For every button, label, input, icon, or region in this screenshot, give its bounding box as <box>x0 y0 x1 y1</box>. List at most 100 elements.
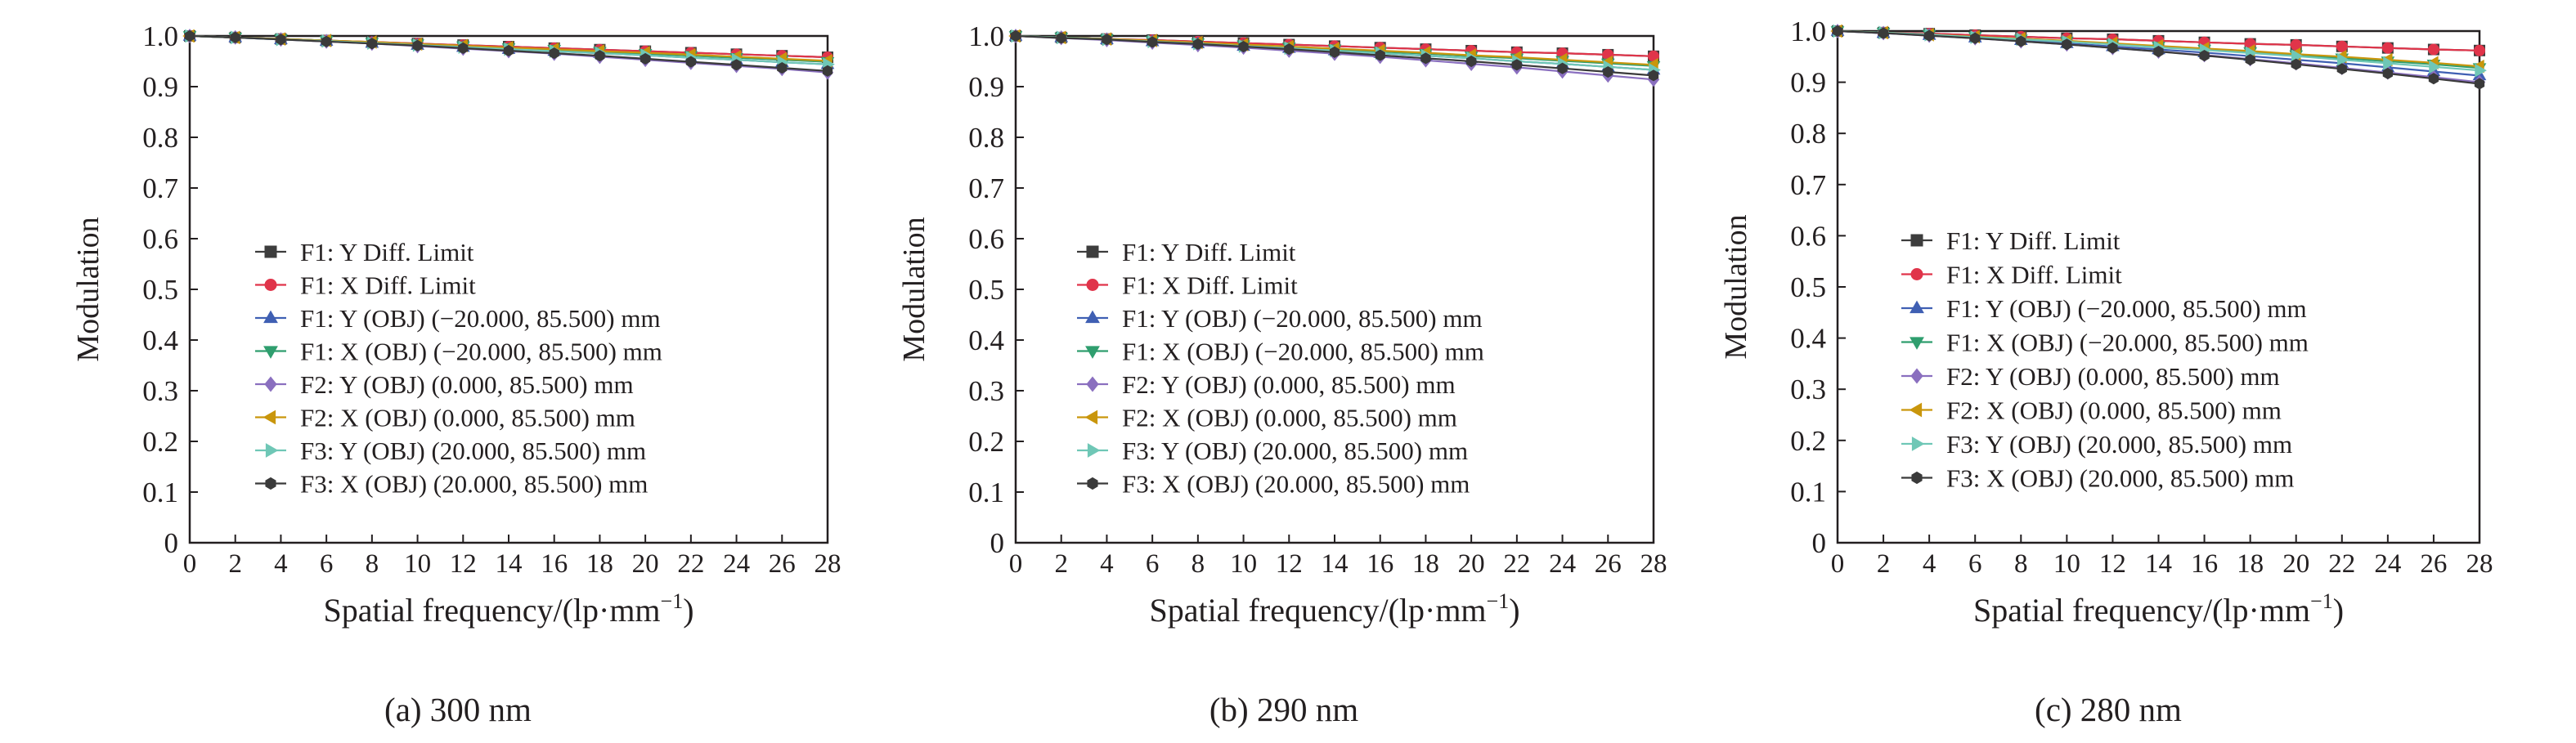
y-tick-label: 0.5 <box>1790 271 1826 303</box>
legend-marker <box>1086 245 1099 258</box>
legend-marker <box>263 410 276 425</box>
x-tick-label: 28 <box>2466 549 2493 579</box>
x-tick-label: 4 <box>274 549 288 579</box>
legend-marker <box>1911 471 1923 485</box>
x-tick-label: 22 <box>1503 549 1530 579</box>
data-point <box>1603 65 1613 78</box>
data-point <box>1329 46 1340 58</box>
legend-marker <box>263 346 278 359</box>
y-tick-label: 0.3 <box>1790 374 1826 405</box>
y-tick-label: 0.4 <box>142 325 178 356</box>
data-point <box>1056 32 1066 44</box>
legend-marker <box>1087 477 1098 490</box>
data-point <box>1102 34 1112 46</box>
legend-marker <box>1910 268 1923 280</box>
legend-label: F1: X (OBJ) (−20.000, 85.500) mm <box>1122 338 1484 366</box>
x-tick-label: 26 <box>769 549 796 579</box>
x-tick-label: 12 <box>450 549 477 579</box>
data-point <box>822 65 833 77</box>
legend-label: F1: X Diff. Limit <box>1122 271 1298 300</box>
x-axis-label-close: ) <box>2333 592 2344 629</box>
legend-label: F1: X (OBJ) (−20.000, 85.500) mm <box>300 338 662 366</box>
legend-label: F1: Y Diff. Limit <box>1122 238 1296 266</box>
x-tick-label: 24 <box>723 549 750 579</box>
y-tick-label: 0.9 <box>142 71 178 103</box>
x-tick-label: 24 <box>1549 549 1576 579</box>
legend-marker <box>1909 402 1923 418</box>
x-tick-label: 8 <box>366 549 379 579</box>
y-tick-label: 0 <box>1812 527 1827 559</box>
y-tick-label: 0.8 <box>968 122 1004 154</box>
x-tick-label: 0 <box>1831 549 1845 579</box>
data-point <box>1466 55 1477 68</box>
chart-panel-1: 0 2 4 6 8 10 12 14 16 18 20 22 24 26 2800.10.20.30.40.… <box>71 20 841 728</box>
x-tick-label: 12 <box>1276 549 1303 579</box>
x-axis-label: Spatial frequency/(lp·mm−1) <box>1149 589 1519 629</box>
x-tick-label: 0 <box>1009 549 1023 579</box>
y-tick-label: 0 <box>164 527 179 559</box>
plot-frame <box>1014 34 1655 544</box>
x-tick-label: 20 <box>1458 549 1485 579</box>
data-point <box>2336 40 2348 52</box>
y-tick-label: 0.9 <box>968 71 1004 103</box>
x-axis-label-text: Spatial frequency/(lp·mm <box>323 592 660 629</box>
legend-marker <box>1087 443 1101 458</box>
x-axis-label-text: Spatial frequency/(lp·mm <box>1149 592 1486 629</box>
data-point <box>1511 59 1522 71</box>
y-axis-label: Modulation <box>1719 214 1753 359</box>
data-point <box>230 31 240 43</box>
y-tick-label: 0.1 <box>968 477 1004 508</box>
legend-label: F2: Y (OBJ) (0.000, 85.500) mm <box>1122 370 1456 399</box>
data-point <box>2199 49 2210 62</box>
x-tick-label: 20 <box>632 549 659 579</box>
data-point <box>2381 42 2394 54</box>
x-tick-label: 14 <box>496 549 523 579</box>
x-axis-label-exponent: −1 <box>1487 589 1510 613</box>
panel-caption: (b) 290 nm <box>1209 691 1358 728</box>
legend-marker <box>1910 234 1923 247</box>
x-tick-label: 28 <box>815 549 841 579</box>
data-point <box>2474 44 2485 56</box>
x-tick-label: 8 <box>2014 549 2028 579</box>
x-tick-label: 8 <box>1192 549 1205 579</box>
legend-marker <box>1910 300 1924 314</box>
data-point <box>1284 43 1295 56</box>
y-tick-label: 0.3 <box>142 375 178 407</box>
data-point <box>2107 42 2118 54</box>
legend-marker <box>1085 310 1100 324</box>
data-point <box>321 35 332 47</box>
y-tick-label: 0.7 <box>142 172 178 204</box>
chart-panel-2: 0 2 4 6 8 10 12 14 16 18 20 22 24 26 2800.10.20.30.40.… <box>897 20 1667 728</box>
x-tick-label: 20 <box>2282 549 2309 579</box>
chart-panel-3: 0 2 4 6 8 10 12 14 16 18 20 22 24 26 2800.10.20.30.40.… <box>1719 16 2493 728</box>
plot-frame <box>188 34 829 544</box>
x-tick-label: 6 <box>320 549 334 579</box>
x-tick-label: 10 <box>2053 549 2080 579</box>
legend: F1: Y Diff. Limit F1: X Diff. Limit F1: Y … <box>255 238 662 499</box>
data-point <box>2475 63 2487 78</box>
legend-label: F2: X (OBJ) (0.000, 85.500) mm <box>300 404 635 432</box>
data-point <box>1147 36 1158 48</box>
data-point <box>777 61 788 74</box>
y-tick-label: 0.7 <box>1790 169 1826 201</box>
data-point <box>184 29 195 43</box>
x-tick-label: 14 <box>2145 549 2172 579</box>
legend-label: F3: Y (OBJ) (20.000, 85.500) mm <box>1946 430 2292 459</box>
panel-caption: (c) 280 nm <box>2035 691 2182 728</box>
data-point <box>1557 62 1568 74</box>
y-tick-label: 0.4 <box>968 325 1004 356</box>
data-point <box>2382 67 2393 80</box>
x-axis-label: Spatial frequency/(lp·mm−1) <box>323 589 693 629</box>
data-point <box>2474 78 2485 90</box>
data-point <box>412 39 423 51</box>
x-tick-label: 26 <box>1595 549 1622 579</box>
data-point <box>1970 32 1981 44</box>
x-axis-label: Spatial frequency/(lp·mm−1) <box>1973 589 2344 629</box>
x-tick-label: 4 <box>1923 549 1936 579</box>
y-tick-label: 0 <box>990 527 1005 559</box>
y-tick-label: 0.6 <box>968 223 1004 255</box>
y-tick-label: 0.1 <box>142 477 178 508</box>
data-point <box>549 47 559 60</box>
x-tick-label: 2 <box>1877 549 1891 579</box>
legend-label: F3: X (OBJ) (20.000, 85.500) mm <box>1946 464 2294 493</box>
